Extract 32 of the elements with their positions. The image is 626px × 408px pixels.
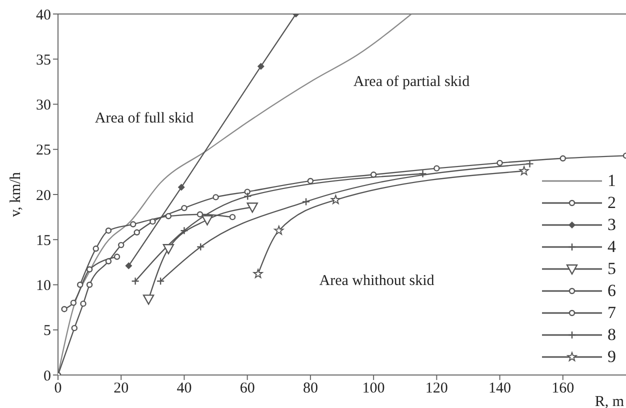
legend-label: 3 <box>608 215 616 235</box>
y-tick-label: 20 <box>36 188 51 204</box>
legend-label: 4 <box>608 237 616 257</box>
legend-label: 1 <box>608 171 616 191</box>
legend-label: 8 <box>608 325 616 345</box>
x-tick-label: 20 <box>114 380 129 397</box>
y-tick-label: 0 <box>44 368 51 384</box>
y-tick-label: 30 <box>36 98 51 114</box>
x-axis-title: R, m <box>594 394 624 408</box>
x-tick-label: 120 <box>425 380 448 397</box>
x-tick-label: 140 <box>488 380 512 397</box>
x-tick-label: 80 <box>302 380 318 397</box>
y-tick-label: 15 <box>36 232 51 249</box>
y-tick-label: 10 <box>36 278 51 294</box>
annotation: Area of partial skid <box>353 74 470 90</box>
y-tick-label: 40 <box>36 7 51 24</box>
x-tick-label: 40 <box>176 380 192 397</box>
x-tick-label: 0 <box>54 380 62 397</box>
x-tick-label: 160 <box>552 380 574 397</box>
legend-label: 6 <box>608 281 616 301</box>
x-tick-label: 100 <box>362 380 385 397</box>
annotation: Area of full skid <box>94 110 194 126</box>
y-axis-title: v, km/h <box>8 172 24 217</box>
legend-label: 5 <box>608 259 616 279</box>
x-tick-label: 60 <box>240 380 255 397</box>
y-tick-label: 35 <box>36 52 51 68</box>
y-tick-label: 25 <box>36 142 51 159</box>
annotation: Area whithout skid <box>319 272 435 289</box>
y-tick-label: 5 <box>44 323 51 340</box>
legend-label: 9 <box>608 347 616 367</box>
legend-label: 2 <box>608 193 616 213</box>
legend-label: 7 <box>608 303 616 323</box>
